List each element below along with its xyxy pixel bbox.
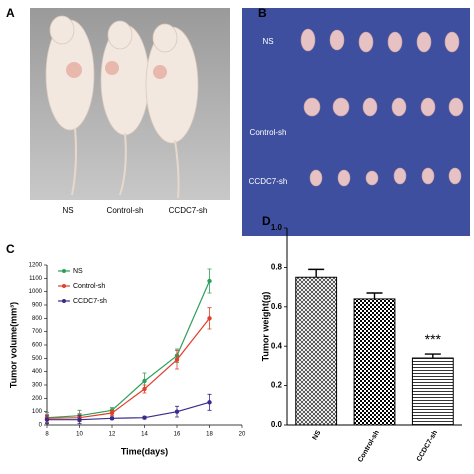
y-tick-label: 500 — [32, 356, 43, 362]
point — [207, 316, 212, 321]
point — [142, 415, 147, 420]
photo-label: Control-sh — [250, 128, 287, 137]
x-tick-label: 14 — [141, 432, 148, 438]
y-tick-label: 0.6 — [271, 302, 283, 311]
annotation: *** — [425, 331, 442, 347]
y-axis-label: Tumor weight(g) — [260, 292, 270, 362]
y-tick-label: 1200 — [29, 263, 43, 269]
point — [142, 378, 147, 384]
photo-label: CCDC7-sh — [169, 206, 208, 215]
bar — [353, 298, 396, 426]
y-tick-label: 1100 — [29, 276, 43, 282]
point — [142, 386, 147, 392]
series-line — [46, 317, 210, 419]
y-tick-label: 600 — [32, 343, 43, 349]
bar — [411, 357, 454, 426]
point — [174, 357, 180, 362]
legend-label: NS — [73, 268, 83, 275]
panel-letter: A — [6, 6, 15, 20]
legend-marker — [62, 299, 66, 303]
y-tick-label: 0.2 — [271, 381, 283, 390]
error-bar — [424, 353, 441, 359]
x-tick-label: 18 — [206, 432, 213, 438]
point — [207, 400, 212, 405]
series-line — [46, 280, 211, 419]
point — [207, 278, 212, 284]
photo-label: CCDC7-sh — [249, 177, 288, 186]
point — [44, 417, 50, 422]
y-tick-label: 400 — [32, 369, 43, 375]
x-tick-label: 16 — [174, 432, 181, 438]
panel-letter: D — [262, 214, 271, 228]
x-tick-label: 8 — [45, 432, 49, 438]
x-axis-label: Time(days) — [121, 446, 168, 456]
y-tick-label: 0.4 — [271, 341, 283, 350]
y-tick-label: 800 — [32, 316, 43, 322]
x-tick-label: 10 — [76, 432, 83, 438]
y-tick-label: 900 — [32, 303, 43, 309]
error-bar — [366, 292, 383, 299]
point — [109, 416, 115, 421]
y-tick-label: 0.8 — [271, 263, 283, 272]
panel-letter: B — [258, 6, 267, 20]
y-tick-label: 300 — [32, 383, 43, 389]
photo-label: NS — [262, 37, 273, 46]
x-tick-label: NS — [312, 429, 323, 441]
x-tick-label: 12 — [109, 432, 116, 438]
photo-label: NS — [62, 206, 73, 215]
y-tick-label: 100 — [32, 409, 43, 415]
y-tick-label: 700 — [32, 329, 43, 335]
legend-label: Control-sh — [73, 283, 105, 290]
y-tick-label: 200 — [32, 396, 43, 402]
series-line — [47, 401, 210, 421]
x-tick-label: 20 — [239, 432, 246, 438]
point — [174, 409, 180, 414]
legend-marker — [62, 269, 66, 273]
error-bar — [308, 268, 325, 278]
photo-a — [30, 8, 230, 200]
x-tick-label: Control-sh — [357, 429, 381, 463]
y-axis-label: Tumor volume(mm³) — [8, 302, 18, 388]
panel-letter: C — [6, 242, 15, 256]
y-tick-label: 1000 — [29, 289, 43, 295]
y-tick-label: 0 — [39, 423, 43, 429]
point — [109, 410, 115, 416]
legend-marker — [62, 284, 66, 288]
x-tick-label: CCDC7-sh — [416, 429, 439, 462]
photo-b — [242, 8, 470, 236]
y-tick-label: 1.0 — [271, 223, 283, 232]
point — [77, 417, 82, 422]
legend-label: CCDC7-sh — [73, 298, 107, 305]
photo-label: Control-sh — [107, 206, 144, 215]
bar — [295, 276, 338, 426]
y-tick-label: 0.0 — [271, 420, 283, 429]
